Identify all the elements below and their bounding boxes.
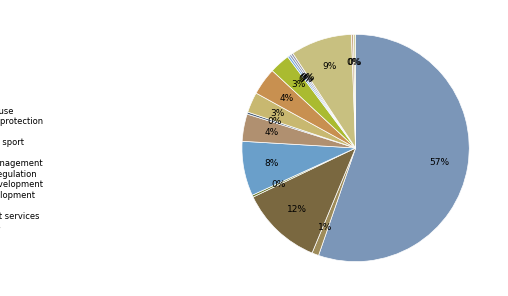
Text: 0%: 0%: [298, 75, 312, 84]
Wedge shape: [291, 53, 356, 148]
Wedge shape: [253, 148, 356, 253]
Wedge shape: [248, 93, 356, 148]
Wedge shape: [252, 148, 356, 197]
Text: 1%: 1%: [318, 223, 333, 232]
Text: 0%: 0%: [299, 74, 314, 83]
Wedge shape: [256, 71, 356, 148]
Wedge shape: [319, 34, 469, 262]
Text: 0%: 0%: [347, 58, 362, 67]
Text: 57%: 57%: [430, 157, 450, 167]
Text: 4%: 4%: [279, 94, 294, 102]
Text: 3%: 3%: [292, 80, 306, 89]
Text: 0%: 0%: [271, 180, 285, 189]
Legend: Roading, Transport, Water supply, Waste water, Solid waste/refuse, Environmental: Roading, Transport, Water supply, Waste …: [0, 63, 45, 233]
Wedge shape: [288, 56, 356, 148]
Wedge shape: [242, 141, 356, 195]
Text: 12%: 12%: [287, 205, 307, 214]
Wedge shape: [354, 34, 356, 148]
Wedge shape: [312, 148, 356, 255]
Text: 0%: 0%: [301, 73, 315, 82]
Text: 8%: 8%: [265, 159, 279, 168]
Wedge shape: [247, 112, 356, 148]
Text: 0%: 0%: [267, 117, 281, 126]
Text: 4%: 4%: [265, 128, 279, 137]
Text: 3%: 3%: [270, 109, 284, 118]
Text: 0%: 0%: [346, 58, 361, 67]
Wedge shape: [242, 114, 356, 148]
Wedge shape: [290, 54, 356, 148]
Text: 9%: 9%: [323, 62, 337, 71]
Wedge shape: [293, 34, 356, 148]
Wedge shape: [352, 34, 356, 148]
Wedge shape: [272, 57, 356, 148]
